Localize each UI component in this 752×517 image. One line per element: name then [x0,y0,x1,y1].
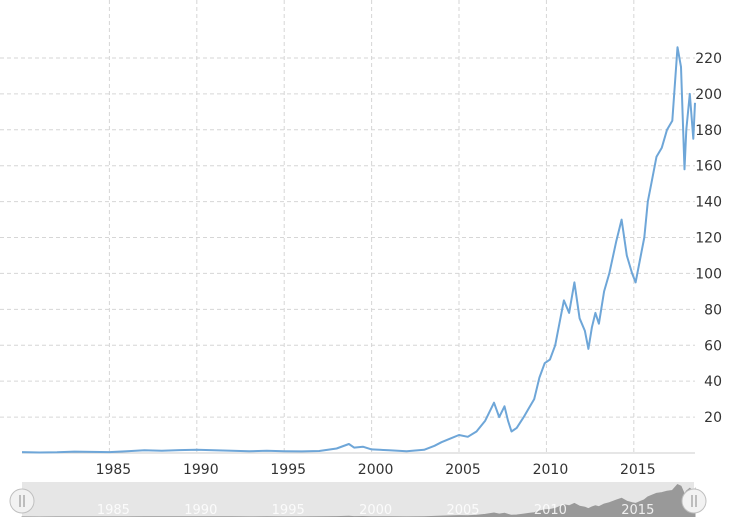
x-tick-label: 2015 [620,462,656,478]
navigator-handle-right[interactable] [681,488,707,514]
y-tick-label: 120 [695,231,722,247]
x-tick-label: 1985 [96,462,132,478]
navigator-handle-left[interactable] [9,488,35,514]
y-tick-label: 100 [695,266,722,282]
navigator-tick-label: 2015 [621,503,654,517]
x-tick-label: 2005 [445,462,481,478]
x-tick-labels: 1985 1990 1995 2000 2005 2010 2015 [96,462,656,478]
navigator-tick-label: 1990 [184,503,217,517]
y-tick-label: 40 [704,374,722,390]
navigator-tick-label: 2005 [446,503,479,517]
y-tick-labels: 20 40 60 80 100 120 140 160 180 200 220 [695,51,722,426]
y-tick-label: 200 [695,87,722,103]
y-tick-label: 20 [704,410,722,426]
grid-layer [0,0,695,453]
y-tick-label: 60 [704,338,722,354]
y-tick-label: 180 [695,123,722,139]
x-tick-label: 1995 [270,462,306,478]
navigator-tick-label: 2010 [534,503,567,517]
price-line [21,46,696,454]
navigator-tick-label: 2000 [359,503,392,517]
range-navigator[interactable]: 1985 1990 1995 2000 2005 2010 2015 [9,482,707,517]
navigator-tick-label: 1995 [272,503,305,517]
x-tick-label: 1990 [183,462,219,478]
y-tick-label: 160 [695,159,722,175]
y-tick-label: 140 [695,195,722,211]
navigator-tick-label: 1985 [97,503,130,517]
navigator-labels: 1985 1990 1995 2000 2005 2010 2015 [97,503,655,517]
x-tick-label: 2000 [358,462,394,478]
x-tick-label: 2010 [533,462,569,478]
y-tick-label: 80 [704,302,722,318]
y-tick-label: 220 [695,51,722,67]
